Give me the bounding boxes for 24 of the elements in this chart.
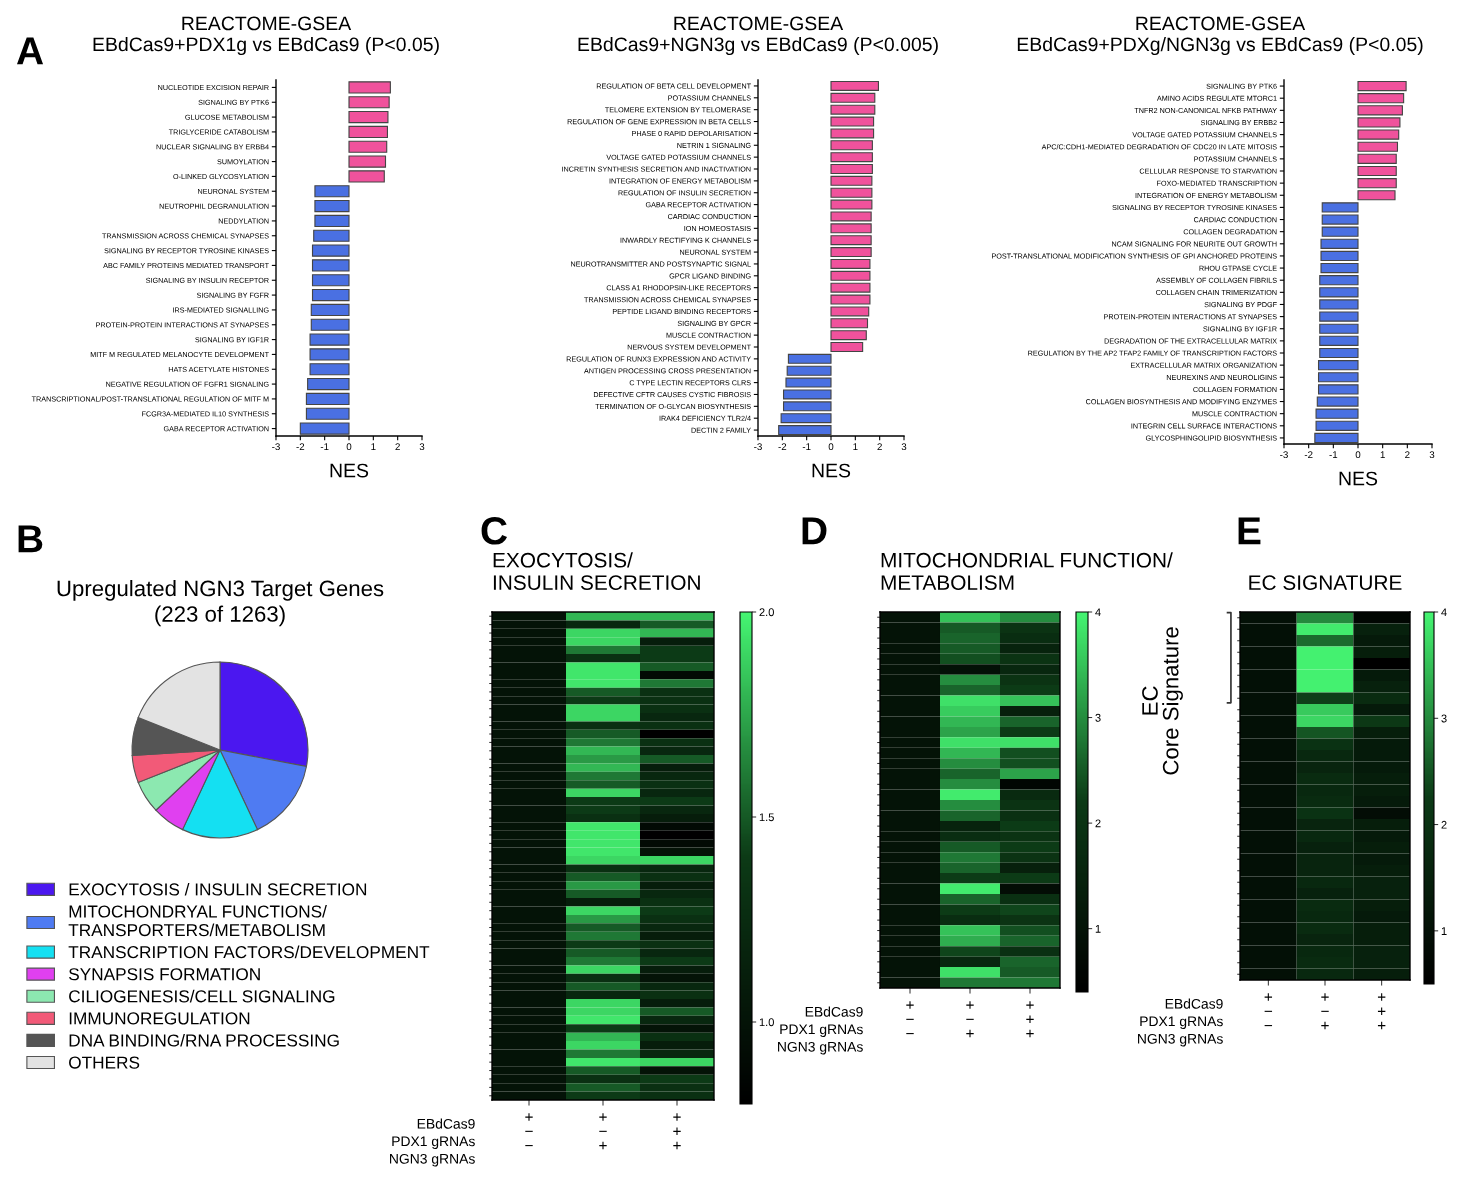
text: E [1238, 517, 1261, 545]
text: D [802, 517, 827, 545]
chart-title: REACTOME-GSEA EBdCas9+PDX1g vs EBdCas9 (P<0.05) [93, 16, 439, 56]
x-axis-title: NES [330, 463, 369, 478]
chart-title: Upregulated NGN3 Target Genes (223 of 1263) [57, 580, 384, 627]
legend-label: OTHERS [69, 1056, 140, 1069]
legend-label: IMMUNOREGULATION [69, 1012, 250, 1025]
chart-title: REACTOME-GSEA EBdCas9+PDXg/NGN3g vs EBdCas9 (P<0.05) [1017, 16, 1423, 56]
legend-label: TRANSCRIPTION FACTORS/DEVELOPMENT [68, 945, 430, 959]
chart-title: REACTOME-GSEA EBdCas9+NGN3g vs EBdCas9 (P<0.005) [578, 16, 938, 56]
legend-label: SYNAPSIS FORMATION [69, 968, 260, 981]
text: B [18, 525, 43, 553]
legend-label: CILIOGENESIS/CELL SIGNALING [69, 989, 335, 1003]
x-axis-title: NES [812, 463, 851, 478]
legend-label: DNA BINDING/RNA PROCESSING [69, 1033, 339, 1047]
legend-label: EXOCYTOSIS / INSULIN SECRETION [69, 882, 367, 896]
chart-title: EXOCYTOSIS/ INSULIN SECRETION [493, 552, 700, 590]
x-axis-title: NES [1339, 471, 1378, 486]
chart-title: MITOCHONDRIAL FUNCTION/ METABOLISM [881, 552, 1173, 590]
text: A [16, 37, 44, 65]
text: EC Core Signature [1142, 627, 1183, 775]
legend-label: MITOCHONDRYAL FUNCTIONS/ TRANSPORTERS/METABOLISM [68, 904, 327, 937]
text: C [481, 517, 508, 545]
chart-title: EC SIGNATURE [1249, 575, 1402, 590]
